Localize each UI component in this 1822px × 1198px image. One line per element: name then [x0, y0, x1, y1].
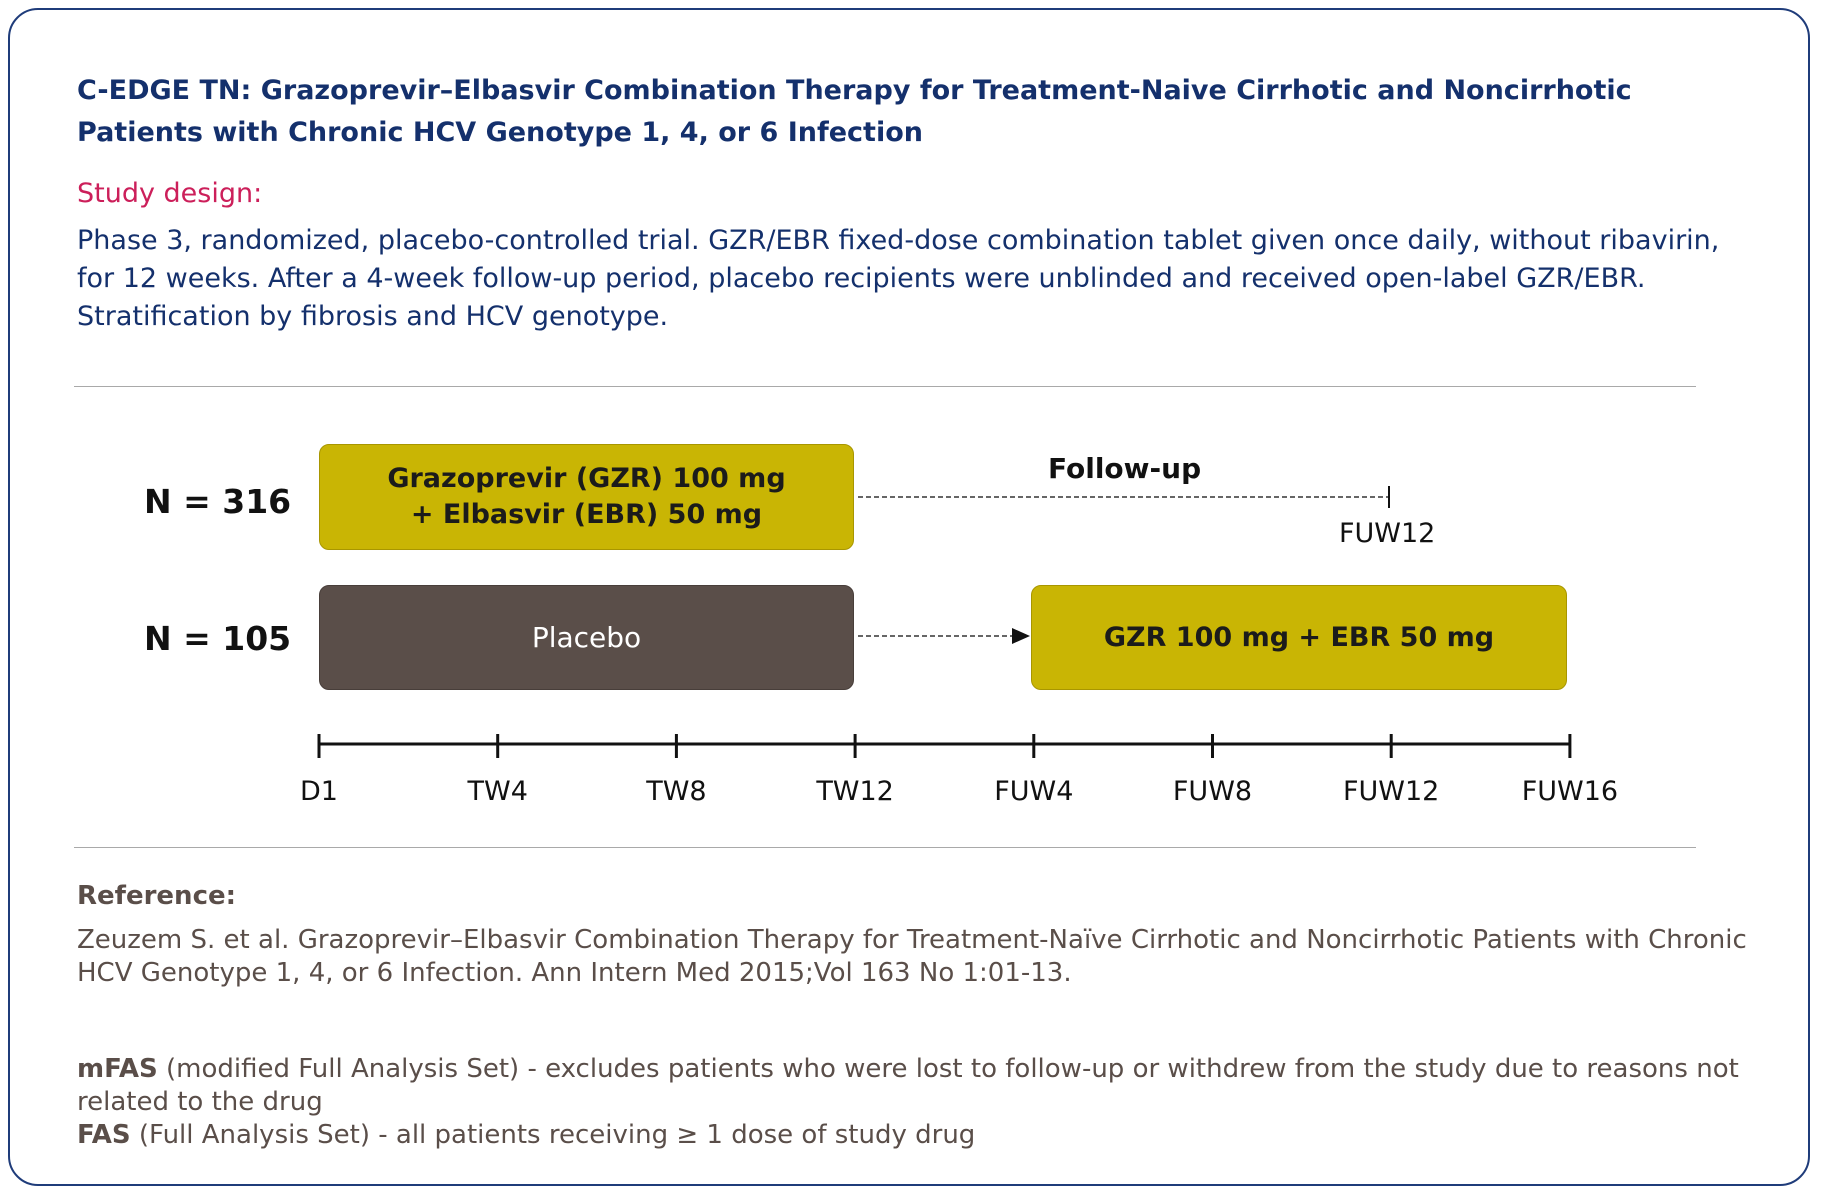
- note-fas: FAS (Full Analysis Set) - all patients r…: [77, 1119, 1767, 1152]
- arm2-crossover-label: GZR 100 mg + EBR 50 mg: [1103, 622, 1495, 653]
- arm2-placebo-label: Placebo: [531, 621, 642, 654]
- slide-title: C-EDGE TN: Grazoprevir–Elbasvir Combinat…: [77, 75, 1632, 148]
- followup-label: Follow-up: [1048, 452, 1202, 485]
- timeline-tick-label: FUW16: [1521, 776, 1619, 807]
- timeline-tick-label: TW8: [646, 776, 707, 807]
- timeline-tick-label: TW4: [467, 776, 528, 807]
- timeline-tick-label: FUW8: [1172, 776, 1253, 807]
- study-design-label: Study design:: [77, 178, 263, 209]
- note-mfas: mFAS (modified Full Analysis Set) - excl…: [77, 1053, 1767, 1119]
- study-design-text: Phase 3, randomized, placebo-controlled …: [77, 225, 1720, 332]
- abbreviation-notes: mFAS (modified Full Analysis Set) - excl…: [77, 1053, 1767, 1152]
- arm1-treatment-box: Grazoprevir (GZR) 100 mg + Elbasvir (EBR…: [319, 444, 854, 550]
- note-fas-definition: (Full Analysis Set) - all patients recei…: [130, 1120, 976, 1150]
- divider-bottom: [74, 847, 1696, 848]
- timeline-tick-label: TW12: [816, 776, 894, 807]
- timeline-tick-label: FUW4: [994, 776, 1074, 807]
- arm1-n-label: N = 316: [144, 482, 292, 521]
- reference-label: Reference:: [77, 881, 237, 911]
- note-mfas-definition: (modified Full Analysis Set) - excludes …: [77, 1054, 1739, 1117]
- arm2-placebo-box: Placebo: [319, 585, 854, 690]
- divider-top: [74, 386, 1696, 387]
- arm1-treatment-line2: + Elbasvir (EBR) 50 mg: [410, 499, 763, 530]
- timeline-axis: [317, 734, 1572, 758]
- reference-text: Zeuzem S. et al. Grazoprevir–Elbasvir Co…: [77, 925, 1747, 988]
- arm2-n-label: N = 105: [144, 619, 292, 658]
- timeline-tick-label: FUW12: [1343, 776, 1440, 807]
- crossover-arrowhead: [1012, 628, 1030, 644]
- note-fas-term: FAS: [77, 1120, 131, 1150]
- arm2-crossover-box: GZR 100 mg + EBR 50 mg: [1031, 585, 1567, 690]
- timeline-tick-label: D1: [300, 776, 338, 807]
- arm1-treatment-line1: Grazoprevir (GZR) 100 mg: [387, 463, 786, 494]
- note-mfas-term: mFAS: [77, 1054, 158, 1084]
- followup-end-label: FUW12: [1339, 518, 1436, 549]
